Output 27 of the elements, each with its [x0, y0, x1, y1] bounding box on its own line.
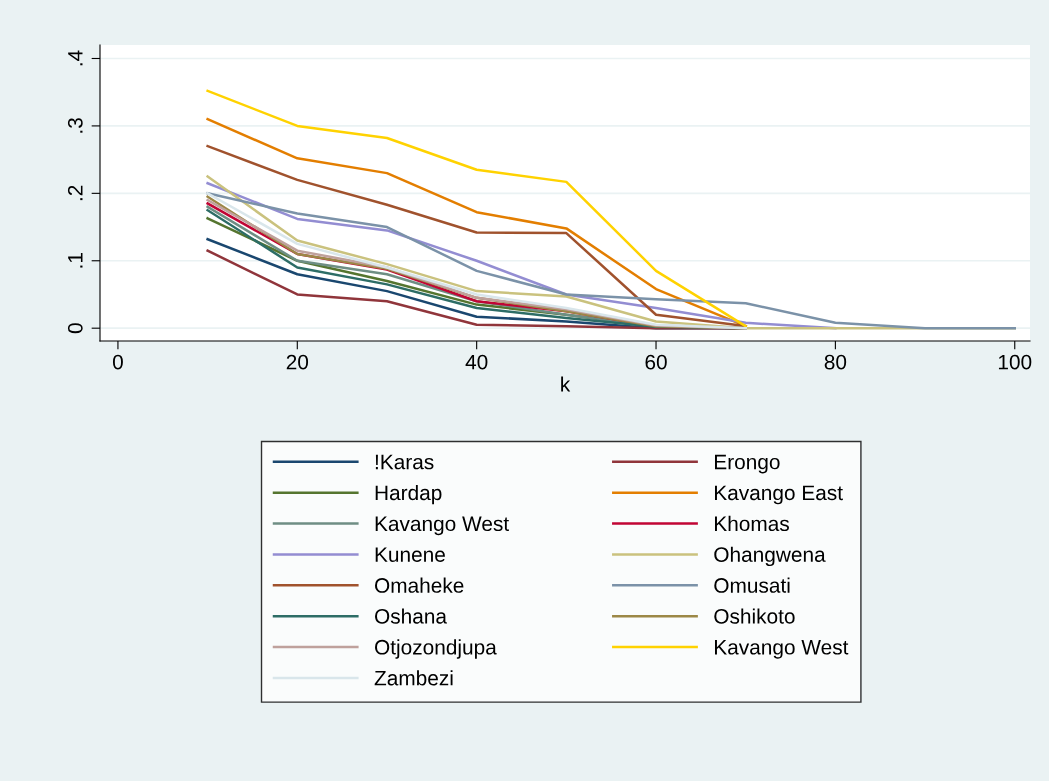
- legend-label: Hardap: [375, 484, 442, 505]
- legend-label: Oshikoto: [714, 608, 795, 624]
- legend-label: Kavango West: [375, 516, 509, 536]
- legend-label: Otjozondjupa: [375, 639, 497, 659]
- y-tick-label: .1: [68, 253, 83, 268]
- x-tick-label: 100: [998, 354, 1032, 370]
- legend-label: Zambezi: [374, 670, 453, 686]
- x-tick-label: 20: [286, 354, 309, 370]
- y-tick-label: 0: [67, 323, 83, 334]
- legend-label: Erongo: [715, 454, 780, 474]
- legend-label: Kavango East: [715, 485, 843, 505]
- legend-label: Kunene: [375, 547, 445, 562]
- legend-label: Omaheke: [375, 577, 464, 593]
- y-tick-label: .4: [68, 50, 83, 66]
- legend-label: Kavango West: [715, 640, 849, 659]
- y-tick-label: .2: [67, 185, 83, 201]
- legend-label: Oshana: [375, 608, 447, 624]
- x-tick-label: 0: [112, 354, 123, 370]
- x-tick-label: 40: [465, 354, 488, 370]
- y-tick-label: .3: [67, 118, 83, 133]
- x-axis-title: k: [561, 376, 571, 392]
- legend-label: !Karas: [375, 454, 434, 470]
- legend-label: Omusati: [714, 577, 790, 593]
- legend-label: Khomas: [715, 515, 789, 532]
- x-tick-label: 60: [645, 354, 667, 370]
- legend-label: Ohangwena: [714, 546, 826, 567]
- x-tick-label: 80: [824, 354, 847, 370]
